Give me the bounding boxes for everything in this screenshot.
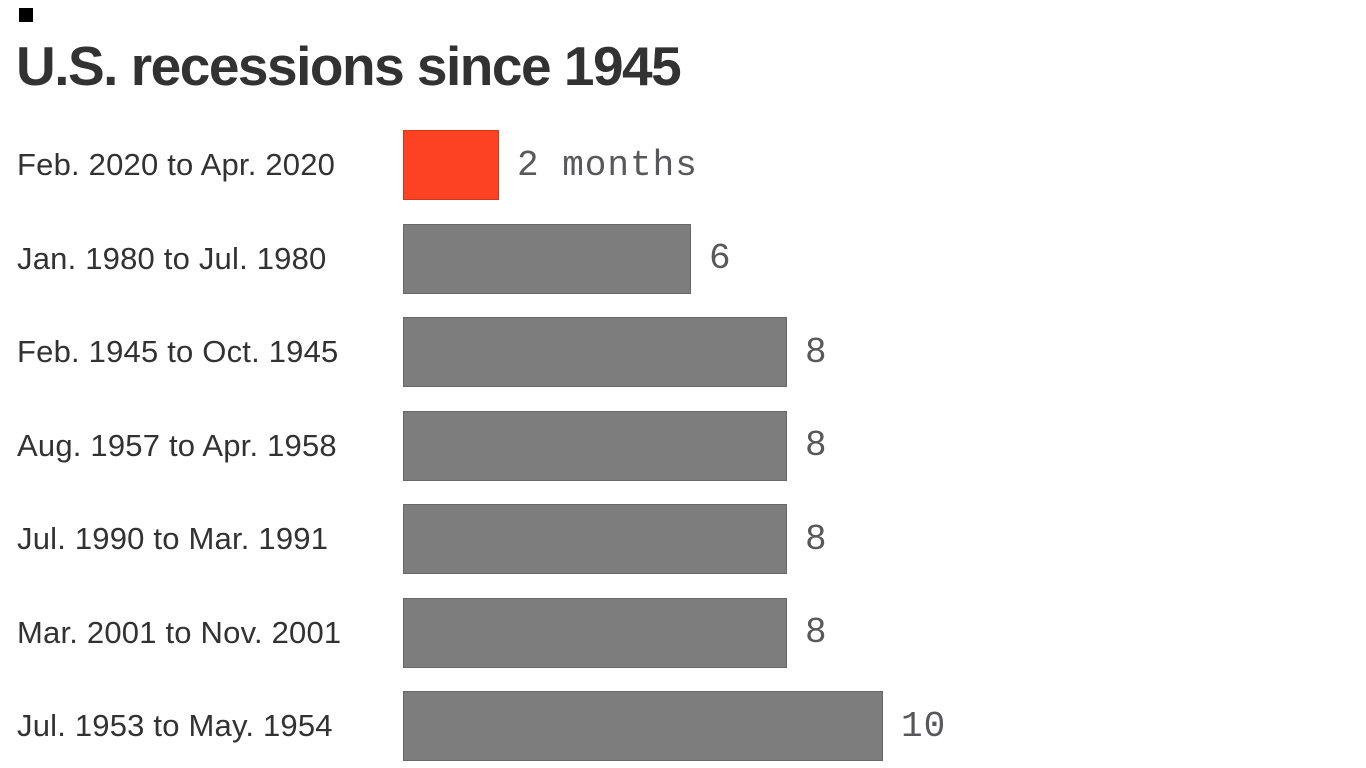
chart-row: Feb. 2020 to Apr. 2020 2 months	[0, 130, 1366, 200]
category-label: Mar. 2001 to Nov. 2001	[17, 614, 342, 650]
bar	[403, 223, 691, 294]
value-label: 10	[901, 705, 947, 747]
chart-title: U.S. recessions since 1945	[16, 35, 682, 97]
chart-row: Aug. 1957 to Apr. 1958 8	[0, 410, 1366, 481]
bar	[403, 130, 499, 200]
value-label: 8	[805, 518, 828, 560]
category-label: Jul. 1990 to Mar. 1991	[17, 521, 329, 556]
chart-row: Jan. 1980 to Jul. 1980 6	[0, 223, 1366, 294]
category-label: Aug. 1957 to Apr. 1958	[17, 427, 337, 463]
chart-row: Feb. 1945 to Oct. 1945 8	[0, 317, 1366, 387]
category-label: Jul. 1953 to May. 1954	[17, 708, 333, 743]
value-label: 8	[805, 331, 828, 373]
bar	[403, 597, 787, 668]
bar	[403, 691, 883, 761]
value-label: 6	[709, 238, 732, 279]
value-label: 2 months	[517, 144, 698, 186]
black-square-bullet-icon	[19, 8, 33, 22]
category-label: Feb. 2020 to Apr. 2020	[17, 147, 336, 182]
bar	[403, 504, 787, 574]
chart-row: Jul. 1953 to May. 1954 10	[0, 691, 1366, 761]
category-label: Feb. 1945 to Oct. 1945	[17, 334, 339, 369]
bar-chart: Feb. 2020 to Apr. 2020 2 months Jan. 198…	[0, 130, 1366, 761]
chart-row: Mar. 2001 to Nov. 2001 8	[0, 597, 1366, 668]
bar	[403, 317, 787, 387]
value-label: 8	[805, 612, 828, 653]
chart-row: Jul. 1990 to Mar. 1991 8	[0, 504, 1366, 574]
bar	[403, 410, 787, 481]
value-label: 8	[805, 425, 828, 466]
category-label: Jan. 1980 to Jul. 1980	[17, 240, 327, 276]
